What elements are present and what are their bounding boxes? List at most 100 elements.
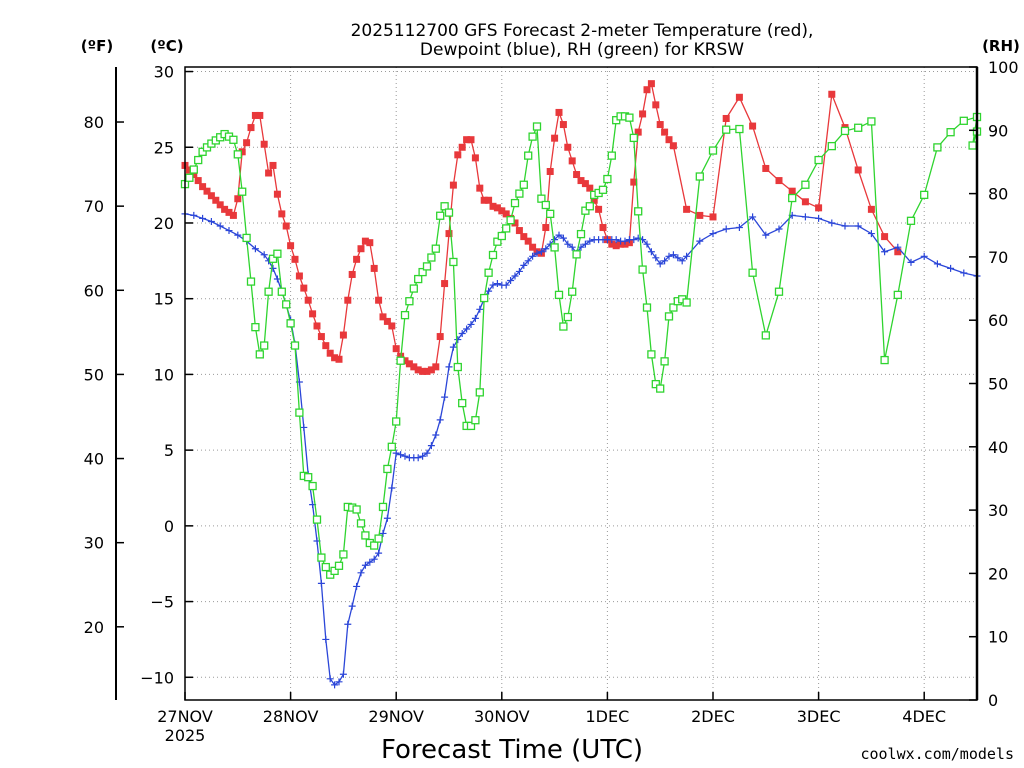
temperature-point <box>260 140 268 148</box>
dewpoint-point <box>586 237 594 245</box>
temperature-point <box>221 205 229 213</box>
temperature-point <box>564 143 572 151</box>
temperature-point <box>573 171 581 179</box>
rh-point <box>304 473 313 482</box>
dewpoint-point <box>331 681 339 689</box>
temperature-point <box>185 166 193 174</box>
rh-point <box>488 250 498 260</box>
dewpoint-point <box>920 252 928 260</box>
celsius-tick-label: 15 <box>154 290 174 309</box>
rh-point <box>317 553 326 562</box>
dewpoint-point <box>507 277 515 285</box>
temperature-point <box>234 195 242 203</box>
temperature-point <box>480 196 488 204</box>
temperature-point <box>493 204 501 212</box>
temperature-point <box>546 167 554 175</box>
temperature-point <box>410 363 418 371</box>
dewpoint-point <box>322 635 330 643</box>
temperature-point <box>309 310 317 318</box>
temperature-point <box>432 363 440 371</box>
dewpoint-point <box>379 529 387 537</box>
rh-tick-label: 50 <box>988 375 1008 394</box>
rh-tick-label: 60 <box>988 311 1008 330</box>
rh-point <box>233 150 242 159</box>
dewpoint-point <box>524 257 532 265</box>
rh-tick-label: 90 <box>988 121 1008 140</box>
temperature-point <box>225 208 233 216</box>
dewpoint-point <box>370 555 378 563</box>
temperature-point <box>207 192 215 200</box>
dewpoint-point <box>933 260 941 268</box>
dewpoint-point <box>476 305 484 313</box>
celsius-tick-label: −5 <box>150 593 174 612</box>
dewpoint-point <box>489 281 497 289</box>
temperature-point <box>269 161 277 169</box>
rh-point <box>471 416 480 425</box>
rh-point <box>660 357 669 366</box>
temperature-point <box>322 342 330 350</box>
temperature-point <box>388 322 396 330</box>
fahrenheit-tick-label: 20 <box>84 618 104 637</box>
rh-axis-unit: (RH) <box>982 37 1020 55</box>
dewpoint-point <box>630 236 638 244</box>
rh-point <box>229 135 238 144</box>
temperature-point <box>273 190 281 198</box>
temperature-point <box>427 366 435 374</box>
dewpoint-point <box>559 234 567 242</box>
dewpoint-point <box>881 248 889 256</box>
temperature-point <box>471 154 479 162</box>
axes <box>115 66 979 701</box>
dewpoint-point <box>445 363 453 371</box>
temperature-point <box>634 128 642 136</box>
rh-point <box>308 481 317 491</box>
rh-point <box>664 312 674 321</box>
rh-point <box>295 408 304 417</box>
dewpoint-point <box>652 254 660 262</box>
temperature-point <box>639 110 647 118</box>
temperature-point <box>661 128 669 136</box>
dewpoint-point <box>375 549 383 557</box>
rh-point <box>933 143 942 152</box>
temperature-point <box>331 354 339 362</box>
dewpoint-point <box>485 287 493 295</box>
rh-point <box>246 277 256 286</box>
dewpoint-point <box>775 225 783 233</box>
rh-point <box>576 229 586 239</box>
dewpoint-point <box>463 325 471 333</box>
celsius-axis-unit: (ºC) <box>150 37 183 55</box>
grid-lines <box>185 67 977 700</box>
temperature-point <box>375 296 383 304</box>
series-line-dewpoint <box>184 213 978 686</box>
rh-point <box>378 502 388 512</box>
rh-point <box>484 268 493 277</box>
temperature-point <box>502 210 510 218</box>
rh-point <box>634 207 643 216</box>
temperature-point <box>251 111 259 119</box>
temperature-point <box>317 333 325 341</box>
temperature-point <box>194 177 202 185</box>
temperature-point <box>212 196 220 204</box>
temperature-point <box>559 121 567 129</box>
dewpoint-point <box>467 320 475 328</box>
series-line-rh <box>184 115 978 576</box>
celsius-tick-label: 10 <box>154 365 174 384</box>
temperature-point <box>643 86 651 94</box>
rh-point <box>827 141 836 151</box>
dewpoint-point <box>762 231 770 239</box>
rh-point <box>638 265 647 274</box>
dewpoint-point <box>419 452 427 460</box>
temperature-point <box>370 264 378 272</box>
dewpoint-point <box>225 227 233 235</box>
rh-point <box>761 331 770 340</box>
rh-tick-label: 100 <box>988 58 1019 77</box>
dewpoint-point <box>383 514 391 522</box>
rh-point <box>370 541 379 550</box>
plot-series <box>180 80 982 689</box>
rh-point <box>453 362 462 372</box>
temperature-point <box>722 114 730 122</box>
dewpoint-point <box>551 236 559 244</box>
rh-point <box>748 268 757 277</box>
rh-point <box>669 303 678 312</box>
dewpoint-point <box>678 257 686 265</box>
rh-point <box>361 531 370 540</box>
